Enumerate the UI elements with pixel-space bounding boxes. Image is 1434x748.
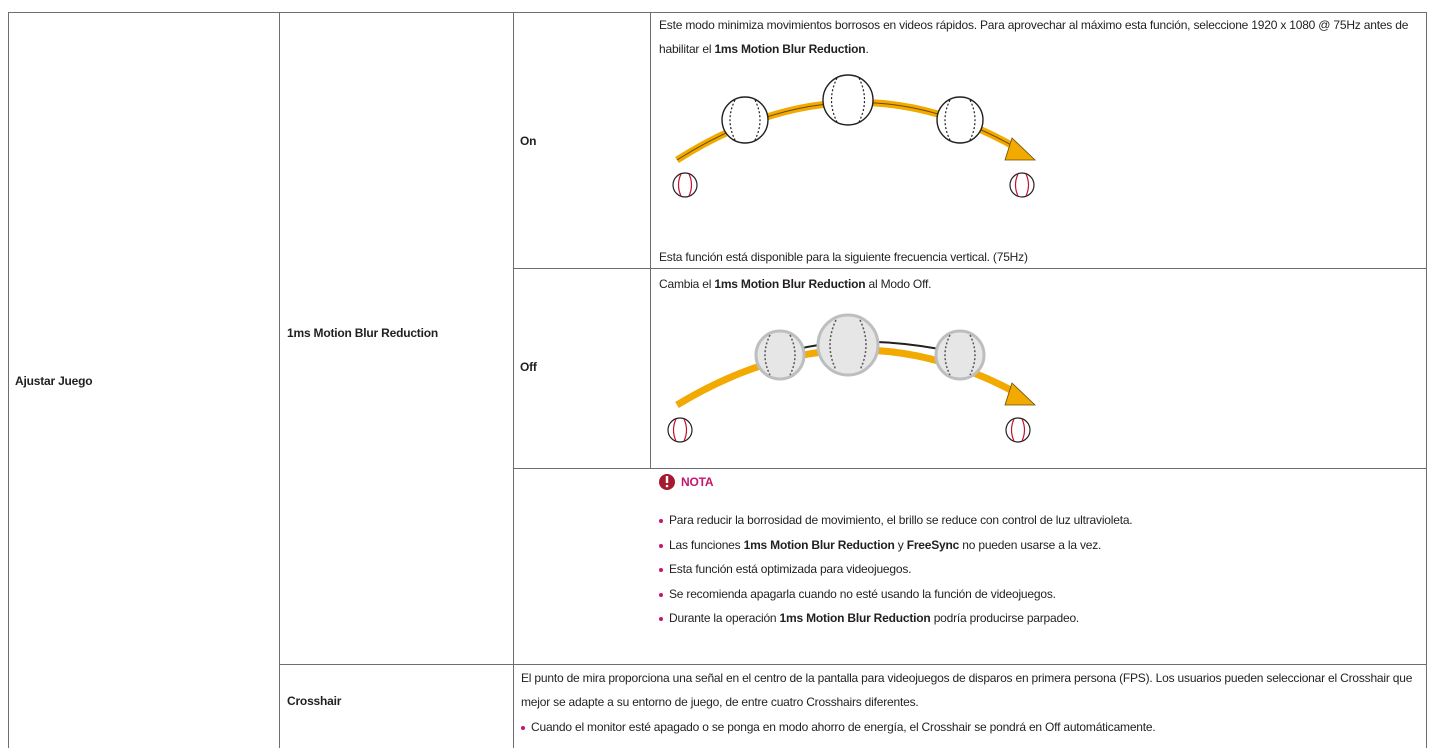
text-segment: Esta función está optimizada para videoj… [669, 562, 912, 576]
text-segment: 1ms Motion Blur Reduction [714, 42, 866, 56]
note-item: Durante la operación 1ms Motion Blur Red… [659, 611, 1079, 625]
text-segment: podría producirse parpadeo. [930, 611, 1080, 625]
crosshair-item: Cuando el monitor esté apagado o se pong… [521, 720, 1156, 734]
text-segment: 1ms Motion Blur Reduction [714, 277, 866, 291]
text-segment: Cambia el [659, 277, 715, 291]
option-label: On [520, 134, 537, 148]
option-description: Este modo minimiza movimientos borrosos … [659, 13, 1419, 61]
note-item: Se recomienda apagarla cuando no esté us… [659, 587, 1056, 601]
option-label: Off [520, 360, 537, 374]
text-segment: no pueden usarse a la vez. [959, 537, 1102, 552]
text-segment: 1ms Motion Blur Reduction [779, 611, 931, 625]
crosshair-description: El punto de mira proporciona una señal e… [521, 671, 1413, 709]
menu-label: Ajustar Juego [15, 374, 93, 388]
option-description: Cambia el 1ms Motion Blur Reduction al M… [659, 272, 1419, 296]
text-segment: Las funciones [669, 537, 744, 552]
text-segment: Para reducir la borrosidad de movimiento… [669, 513, 1133, 527]
illustration-on [672, 74, 1036, 198]
text-segment: y [894, 537, 907, 552]
note-title: NOTA [681, 475, 714, 489]
text-segment: Durante la operación [669, 611, 780, 625]
option-footnote: Esta función está disponible para la sig… [659, 250, 1028, 264]
text-segment: al Modo Off. [865, 277, 932, 291]
illustration-off [667, 313, 1036, 443]
text-segment: FreeSync [906, 537, 960, 552]
note-item: Para reducir la borrosidad de movimiento… [659, 513, 1133, 527]
crosshair-label: Crosshair [287, 694, 342, 708]
note-item: Esta función está optimizada para videoj… [659, 562, 911, 576]
text-segment: Se recomienda apagarla cuando no esté us… [669, 586, 1056, 601]
note-item: Las funciones 1ms Motion Blur Reduction … [659, 538, 1101, 552]
feature-label: 1ms Motion Blur Reduction [287, 326, 439, 340]
text-segment: . [865, 42, 869, 56]
text-segment: Este modo minimiza movimientos borrosos … [659, 18, 1409, 56]
note-icon [659, 474, 675, 490]
text-segment: 1ms Motion Blur Reduction [743, 537, 895, 552]
